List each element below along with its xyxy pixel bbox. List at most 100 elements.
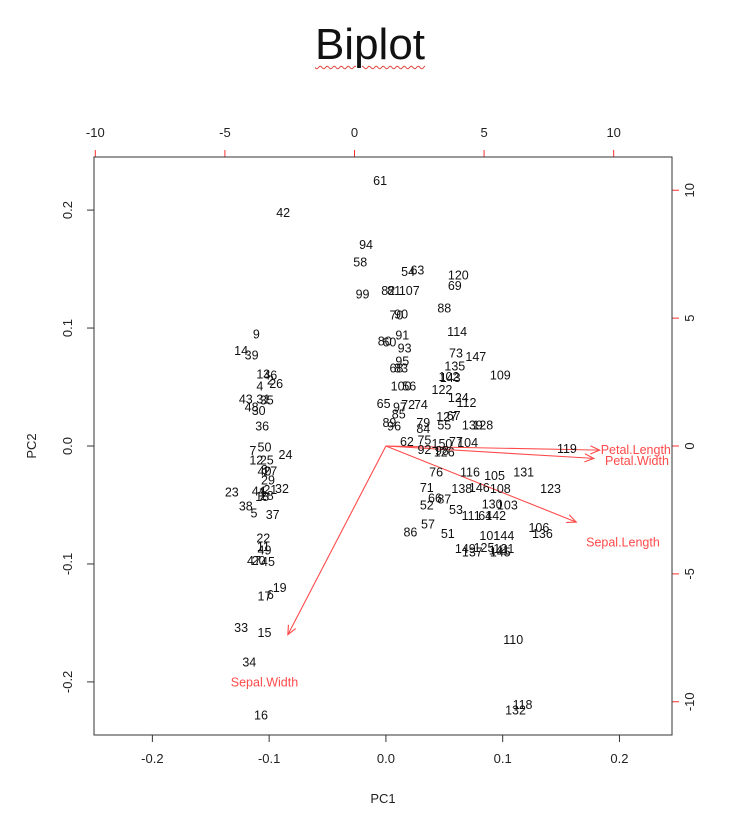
point-label: 101 (479, 529, 500, 543)
top-tick-label: 10 (606, 125, 620, 140)
point-label: 63 (410, 264, 424, 278)
point-label: 70 (389, 309, 403, 323)
x-axis-label: PC1 (370, 791, 395, 806)
point-label: 77 (449, 435, 463, 449)
point-label: 16 (254, 708, 268, 722)
point-label: 31 (256, 392, 270, 406)
point-label: 136 (532, 527, 553, 541)
point-label: 142 (485, 509, 506, 523)
point-label: 54 (401, 265, 415, 279)
point-label: 47 (247, 554, 261, 568)
point-label: 2 (267, 373, 274, 387)
point-label: 24 (279, 448, 293, 462)
point-label: 85 (392, 408, 406, 422)
point-label: 126 (434, 445, 455, 459)
point-label: 45 (261, 555, 275, 569)
top-tick-label: 0 (351, 125, 358, 140)
point-label: 21 (263, 483, 277, 497)
point-label: 18 (255, 490, 269, 504)
point-label: 130 (482, 497, 503, 511)
point-label: 139 (462, 418, 483, 432)
loading-label: Sepal.Width (231, 675, 298, 689)
point-label: 58 (353, 255, 367, 269)
point-label: 50 (258, 441, 272, 455)
point-label: 97 (393, 401, 407, 415)
point-label: 143 (440, 371, 461, 385)
point-label: 29 (261, 474, 275, 488)
point-label: 25 (260, 454, 274, 468)
point-label: 105 (484, 469, 505, 483)
top-tick-label: -5 (219, 125, 231, 140)
point-label: 76 (429, 465, 443, 479)
point-label: 116 (460, 465, 480, 479)
point-label: 93 (398, 342, 412, 356)
point-label: 49 (258, 543, 272, 557)
point-label: 107 (399, 284, 420, 298)
right-tick-label: -5 (682, 568, 697, 580)
y-tick-label: -0.2 (60, 671, 75, 693)
point-label: 124 (448, 391, 469, 405)
point-label: 125 (474, 541, 495, 555)
point-label: 52 (420, 498, 434, 512)
x-tick-label: 0.2 (610, 751, 628, 766)
point-label: 138 (451, 482, 472, 496)
loading-arrow (385, 445, 577, 523)
point-label: 141 (489, 543, 510, 557)
top-tick-label: -10 (86, 125, 105, 140)
point-label: 53 (449, 503, 463, 517)
point-label: 68 (389, 362, 403, 376)
y-axis-label: PC2 (24, 433, 39, 458)
point-label: 40 (258, 464, 272, 478)
point-label: 98 (435, 444, 449, 458)
point-label: 102 (439, 370, 460, 384)
point-label: 74 (414, 398, 428, 412)
point-label: 119 (557, 442, 577, 456)
point-label: 39 (245, 349, 259, 363)
point-label: 67 (447, 409, 461, 423)
point-label: 132 (505, 704, 526, 718)
point-label: 100 (391, 379, 412, 393)
point-label: 5 (250, 507, 257, 521)
right-tick-label: 0 (682, 442, 697, 449)
point-label: 83 (394, 362, 408, 376)
page-title: Biplot (314, 20, 426, 69)
point-label: 48 (245, 401, 259, 415)
point-label: 30 (252, 404, 266, 418)
y-tick-label: 0.2 (60, 201, 75, 219)
point-label: 111 (462, 509, 481, 523)
point-label: 127 (436, 410, 457, 424)
point-label: 23 (225, 486, 239, 500)
point-label: 150 (432, 437, 453, 451)
point-label: 122 (432, 383, 453, 397)
x-tick-label: 0.0 (377, 751, 395, 766)
point-label: 33 (234, 621, 248, 635)
point-label: 57 (421, 517, 435, 531)
point-label: 144 (493, 529, 514, 543)
point-label: 86 (403, 526, 417, 540)
point-label: 112 (457, 396, 477, 410)
point-label: 131 (513, 465, 534, 479)
point-label: 80 (378, 335, 392, 349)
point-label: 118 (513, 698, 533, 712)
point-label: 146 (469, 481, 490, 495)
point-label: 15 (258, 626, 272, 640)
point-label: 42 (276, 206, 290, 220)
loading-arrow (385, 445, 594, 459)
point-label: 36 (255, 419, 269, 433)
point-label: 19 (273, 581, 287, 595)
point-label: 87 (437, 493, 451, 507)
point-label: 147 (465, 350, 486, 364)
point-label: 6 (267, 588, 274, 602)
loading-arrowhead (584, 453, 596, 463)
point-label: 91 (395, 329, 409, 343)
point-label: 121 (493, 542, 514, 556)
point-label: 104 (457, 436, 478, 450)
point-label: 62 (400, 435, 414, 449)
point-label: 14 (234, 344, 248, 358)
point-label: 11 (257, 540, 270, 554)
point-label: 7 (249, 444, 256, 458)
plot-frame (93, 156, 673, 736)
point-label: 71 (420, 481, 434, 495)
